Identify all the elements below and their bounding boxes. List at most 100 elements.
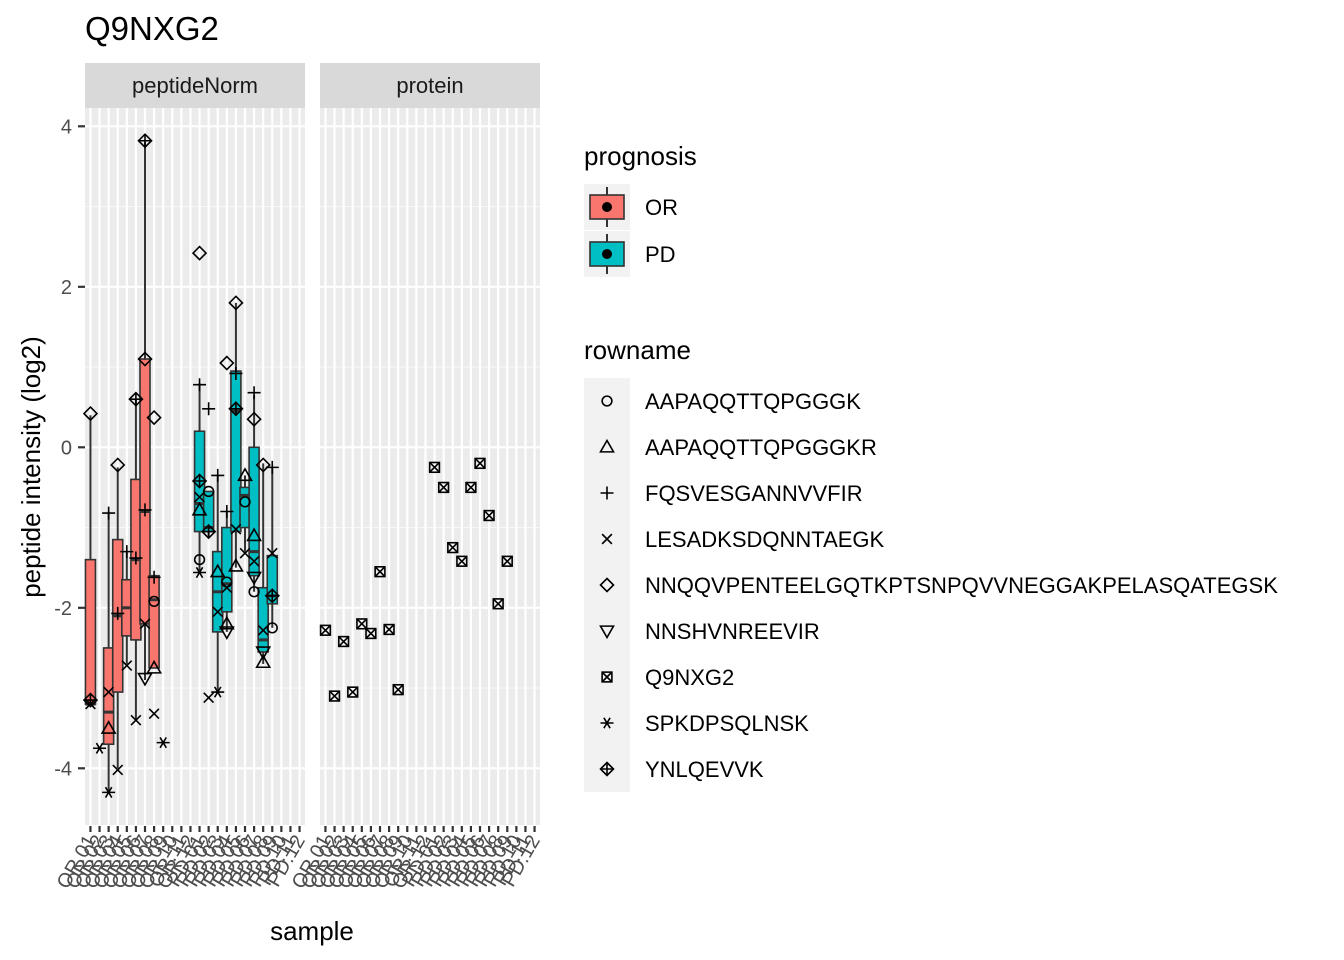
legend-title-prognosis: prognosis xyxy=(584,141,697,171)
point-square xyxy=(492,598,504,610)
chart-title: Q9NXG2 xyxy=(85,10,219,47)
point-cross xyxy=(601,533,613,545)
point-cross xyxy=(356,618,368,630)
point-triangle-up xyxy=(255,654,272,669)
point-cross xyxy=(447,542,459,554)
data-point xyxy=(246,411,262,427)
y-tick-label: 0 xyxy=(61,437,72,459)
legend-label-rowname: NNSHVNREEVIR xyxy=(645,619,820,644)
data-point xyxy=(247,386,261,400)
legend-key-PD xyxy=(584,231,630,277)
point-triangle-up xyxy=(246,527,262,542)
point-cross xyxy=(474,457,486,469)
point-square xyxy=(374,566,386,578)
point-square xyxy=(383,623,395,636)
point-circle xyxy=(248,586,260,598)
point-cross xyxy=(139,618,151,630)
point-circle xyxy=(601,395,613,407)
data-point xyxy=(191,501,208,516)
box-iqr xyxy=(257,586,269,653)
point-plus xyxy=(202,402,216,416)
point-cross xyxy=(239,547,251,559)
legend-key-square-cross xyxy=(601,671,613,683)
data-point xyxy=(257,624,269,636)
point-cross xyxy=(392,684,404,696)
legend-key-cross xyxy=(601,533,613,545)
point-triangle-up xyxy=(218,615,235,630)
data-point xyxy=(121,660,133,672)
y-tick-label: -2 xyxy=(54,598,72,620)
legend-key-dot xyxy=(602,202,612,212)
data-point xyxy=(146,659,162,674)
data-point xyxy=(255,654,272,669)
point-plus xyxy=(193,474,207,488)
data-point xyxy=(265,460,279,474)
legend-label-OR: OR xyxy=(645,195,678,220)
point-square xyxy=(474,457,486,470)
data-point xyxy=(193,566,207,579)
data-point xyxy=(255,646,272,661)
data-point xyxy=(93,742,107,754)
data-point xyxy=(209,563,226,578)
point-plus xyxy=(211,468,225,482)
data-point xyxy=(474,457,486,470)
point-asterisk xyxy=(93,742,107,754)
point-cross xyxy=(121,660,133,672)
data-point xyxy=(112,764,124,776)
data-point xyxy=(102,786,116,798)
box-iqr xyxy=(266,554,279,605)
data-point xyxy=(229,366,243,380)
data-point xyxy=(219,355,235,371)
data-point xyxy=(102,506,116,520)
point-square xyxy=(501,555,513,567)
data-point xyxy=(337,635,350,648)
legend-key-triangle-down xyxy=(599,625,615,640)
x-axis-title: sample xyxy=(270,916,354,946)
box-iqr xyxy=(84,558,97,705)
point-triangle-down xyxy=(246,571,262,586)
data-point xyxy=(147,570,161,584)
point-cross xyxy=(148,708,160,720)
legend-key-circle xyxy=(601,395,613,407)
point-plus xyxy=(247,386,261,400)
data-point xyxy=(85,698,96,710)
point-plus xyxy=(129,392,143,406)
point-cross xyxy=(365,628,377,639)
point-square xyxy=(356,618,368,630)
point-plus xyxy=(265,460,279,474)
point-circle xyxy=(148,595,160,608)
point-triangle-down xyxy=(218,626,235,640)
point-triangle-down xyxy=(255,646,272,661)
point-asterisk xyxy=(102,786,116,798)
data-point xyxy=(148,708,160,720)
box-iqr xyxy=(148,574,160,669)
data-point xyxy=(230,523,242,535)
legend-key-diamond xyxy=(599,577,615,593)
data-point xyxy=(111,606,125,620)
point-diamond xyxy=(599,577,615,593)
point-plus xyxy=(220,505,234,518)
data-point xyxy=(211,686,225,698)
y-tick-label: 4 xyxy=(61,116,72,138)
data-point xyxy=(374,566,386,578)
data-point xyxy=(128,391,144,407)
point-circle xyxy=(266,622,278,634)
point-cross xyxy=(130,714,142,726)
point-asterisk xyxy=(211,686,225,698)
point-cross xyxy=(221,582,233,594)
point-diamond xyxy=(110,457,126,473)
point-cross xyxy=(492,598,504,610)
point-diamond xyxy=(146,409,162,426)
data-point xyxy=(347,686,359,698)
legend-label-rowname: YNLQEVVK xyxy=(645,757,764,782)
boxplot-OR.08 xyxy=(148,574,160,669)
point-plus xyxy=(202,525,216,539)
facet-strip-protein xyxy=(320,63,540,108)
data-point xyxy=(218,626,235,640)
point-square xyxy=(483,509,495,522)
point-plus xyxy=(120,545,134,559)
data-point xyxy=(483,509,495,522)
point-asterisk xyxy=(156,737,170,749)
point-plus xyxy=(193,378,207,392)
